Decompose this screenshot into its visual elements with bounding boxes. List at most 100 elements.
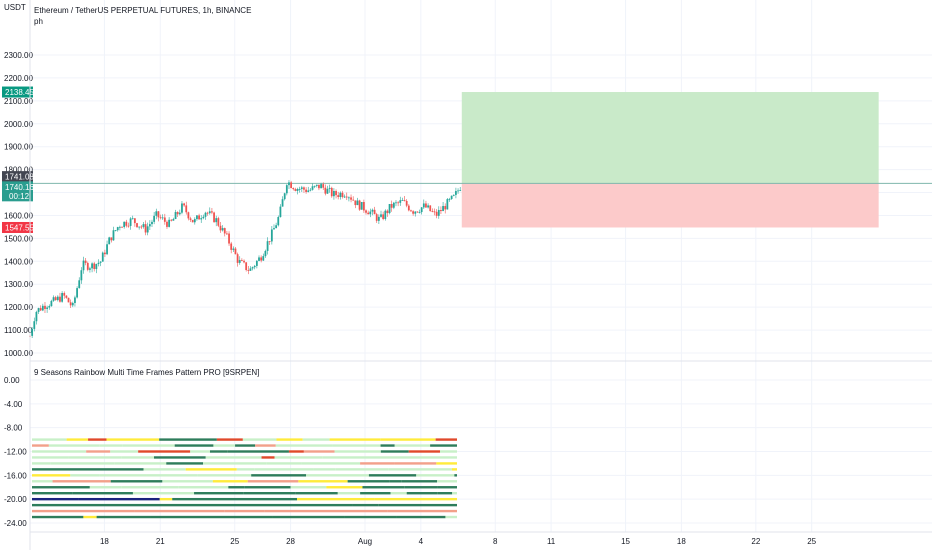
rainbow-segment [360,492,391,495]
rainbow-segment [306,474,369,477]
candle-body [425,203,427,208]
candle-body [153,215,156,222]
candle-body [435,211,438,216]
rainbow-segment [106,438,160,441]
symbol-title[interactable]: Ethereum / TetherUS PERPETUAL FUTURES, 1… [34,6,251,15]
stop-zone[interactable] [461,183,879,228]
candle-body [450,195,453,199]
rainbow-segment [435,438,457,441]
price-grid [30,0,932,532]
rainbow-segment [352,503,379,507]
rainbow-segment [437,492,453,495]
rainbow-segment [110,480,163,483]
candle-body [176,212,179,215]
price-tick-label: 2000.00 [4,120,33,129]
candle-body [294,189,297,191]
candle-body [157,211,160,218]
candle-body [44,305,46,309]
candle-body [181,203,183,213]
candle-body [416,211,419,213]
rainbow-segment [197,474,252,477]
rainbow-segment [401,480,438,483]
rainbow-segment [146,474,198,477]
rainbow-segment [228,486,245,489]
candle-body [444,206,447,210]
price-tick-label: 1400.00 [4,257,33,266]
candle-body [91,263,93,269]
time-tick-label: Aug [358,537,372,546]
price-tick-label: 1800.00 [4,166,33,175]
candle-body [377,216,380,221]
candle-body [238,260,241,263]
rainbow-segment [255,444,276,447]
candle-body [440,210,442,212]
rainbow-segment [264,509,388,513]
candle-body [131,218,134,220]
candle-body [386,210,389,214]
candle-body [166,221,168,227]
candle-body [311,186,314,190]
rainbow-segment [186,503,353,507]
rainbow-segment [266,462,302,465]
time-tick-label: 18 [100,537,109,546]
candle-body [172,219,175,221]
time-axis[interactable]: 18 21 25 28 Aug 4 8 11 15 18 22 25 [100,537,817,546]
indicator-title[interactable]: 9 Seasons Rainbow Multi Time Frames Patt… [34,368,259,377]
candle-body [452,194,455,196]
rainbow-segment [172,497,298,501]
price-pane[interactable]: 2300.00 2200.00 2100.00 2000.00 1900.00 1800.… [2,0,932,532]
candle-body [420,207,423,213]
candle-body [253,265,256,268]
rainbow-segment [185,468,237,471]
candle-series [29,180,462,338]
rainbow-segment [132,492,195,495]
rainbow-segment [216,438,243,441]
indicator-pane[interactable]: 0.00 -4.00 -8.00 -12.00 -16.00 -20.00 -24.00 9… [4,368,932,528]
price-tick-label: 1000.00 [4,349,33,358]
candle-body [127,225,130,227]
candle-body [114,230,117,231]
rainbow-segment [99,444,123,447]
rainbow-segment [68,456,122,459]
candle-body [427,205,429,208]
candle-body [395,202,397,204]
candle-body [219,225,222,231]
rainbow-segment [209,450,228,453]
candle-body [187,212,190,219]
candle-body [403,200,406,201]
rainbow-segment [313,468,336,471]
rainbow-segment [88,438,107,441]
candle-body [97,262,100,265]
rainbow-segment [251,474,307,477]
candle-body [99,261,102,263]
price-tick-label: 2200.00 [4,74,33,83]
candle-body [223,228,226,234]
indicator-rainbow-rows [32,438,457,519]
rainbow-segment [408,450,441,453]
candle-body [437,210,440,216]
candle-body [345,196,348,198]
target-zone[interactable] [461,92,879,184]
candle-body [67,297,70,303]
candle-body [86,262,89,270]
rainbow-segment [242,438,277,441]
indicator-tick-label: -4.00 [4,400,23,409]
candle-body [116,227,119,231]
candle-body [279,206,282,218]
candle-body [228,233,230,244]
rainbow-segment [445,515,457,519]
candle-body [371,209,374,212]
rainbow-segment [374,497,457,501]
rainbow-segment [454,474,457,477]
candle-body [401,200,404,201]
rainbow-segment [276,438,303,441]
rainbow-segment [302,438,330,441]
candle-body [422,203,425,208]
candle-body [405,200,408,206]
candle-body [185,205,188,213]
rainbow-segment [347,480,390,483]
rainbow-segment [110,450,139,453]
candle-body [221,228,224,231]
last-price-label: 1740.16 [5,183,34,192]
